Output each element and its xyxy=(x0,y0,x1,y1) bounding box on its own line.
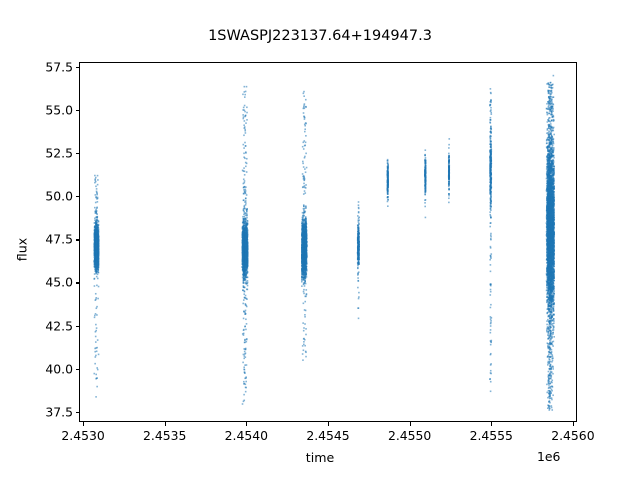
x-axis-offset-label: 1e6 xyxy=(537,449,561,464)
y-tick-mark xyxy=(75,411,80,413)
x-tick-label: 2.4555 xyxy=(469,428,513,443)
y-tick-mark xyxy=(75,67,80,69)
x-tick-mark xyxy=(83,421,85,426)
x-tick-mark xyxy=(246,421,248,426)
y-tick-mark xyxy=(75,196,80,198)
scatter-plot-canvas xyxy=(80,63,576,421)
x-tick-label: 2.4560 xyxy=(551,428,595,443)
y-tick-label: 52.5 xyxy=(45,145,73,161)
plot-area xyxy=(79,62,577,422)
y-tick-label: 37.5 xyxy=(45,404,73,420)
y-tick-label: 47.5 xyxy=(45,231,73,247)
x-tick-label: 2.4530 xyxy=(61,428,105,443)
y-tick-mark xyxy=(75,110,80,112)
x-tick-mark xyxy=(328,421,330,426)
x-tick-mark xyxy=(572,421,574,426)
x-tick-label: 2.4550 xyxy=(387,428,432,443)
x-tick-label: 2.4545 xyxy=(306,428,350,443)
x-tick-mark xyxy=(491,421,493,426)
y-axis-label: flux xyxy=(14,237,30,262)
y-tick-label: 57.5 xyxy=(45,59,73,75)
x-tick-mark xyxy=(409,421,411,426)
y-tick-mark xyxy=(75,325,80,327)
y-tick-mark xyxy=(75,368,80,370)
y-tick-mark xyxy=(75,153,80,155)
x-axis-label: time xyxy=(305,450,335,465)
x-tick-label: 2.4540 xyxy=(224,428,269,443)
y-tick-label: 42.5 xyxy=(45,318,73,334)
y-tick-mark xyxy=(75,239,80,241)
y-tick-label: 55.0 xyxy=(45,102,73,118)
page-title: 1SWASPJ223137.64+194947.3 xyxy=(208,28,432,44)
y-tick-label: 50.0 xyxy=(45,188,73,204)
y-tick-label: 45.0 xyxy=(45,274,73,290)
x-tick-label: 2.4535 xyxy=(143,428,187,443)
y-tick-mark xyxy=(75,282,80,284)
y-tick-label: 40.0 xyxy=(45,361,73,377)
x-tick-mark xyxy=(164,421,166,426)
